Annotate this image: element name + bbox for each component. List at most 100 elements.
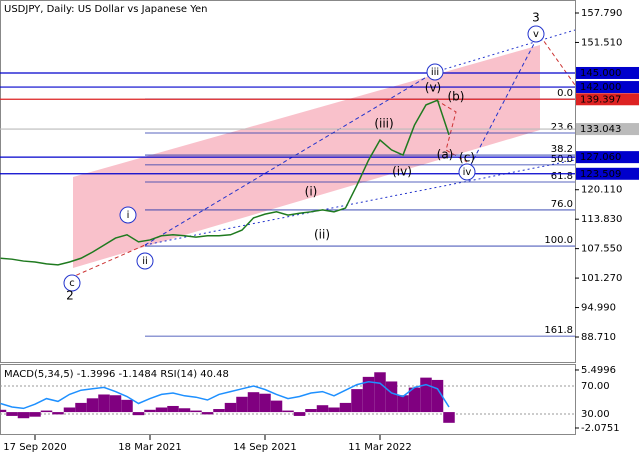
y-tick-label: -2.0751 xyxy=(581,423,620,434)
wave-label: (i) xyxy=(305,185,318,199)
y-tick-label: 107.550 xyxy=(581,244,622,255)
wave-circle xyxy=(136,252,154,270)
wave-line xyxy=(435,99,468,163)
macd-bar xyxy=(17,412,30,419)
y-tick-label: 113.830 xyxy=(581,214,622,225)
fib-label: 61.8 xyxy=(551,171,573,182)
macd-bar xyxy=(52,412,64,415)
wave-label: (iii) xyxy=(374,117,393,131)
wave-label: (b) xyxy=(448,90,465,104)
macd-bar xyxy=(236,396,248,413)
y-tick-label: 157.790 xyxy=(581,8,622,19)
macd-bar xyxy=(293,412,306,416)
y-tick-label: 101.270 xyxy=(581,273,622,284)
macd-bar xyxy=(167,405,179,413)
wave-label: (c) xyxy=(459,151,475,165)
y-tick-label: 88.710 xyxy=(581,332,616,343)
level-box xyxy=(576,66,639,79)
y-tick-label: 5.4996 xyxy=(581,365,616,376)
macd-bar xyxy=(0,409,7,413)
level-label: 142.000 xyxy=(580,82,621,93)
macd-bar xyxy=(431,379,444,413)
wave-label: (iv) xyxy=(392,165,412,179)
y2-tick-label: 30.00 xyxy=(581,409,610,420)
wave-circle xyxy=(119,206,137,224)
macd-bar xyxy=(121,399,133,413)
macd-bar xyxy=(282,410,294,413)
level-box xyxy=(576,81,639,94)
wave-line xyxy=(535,29,576,86)
fib-label: 76.0 xyxy=(551,199,573,210)
level-box xyxy=(576,167,639,180)
chart-title: USDJPY, Daily: US Dollar vs Japanese Yen xyxy=(4,4,208,15)
macd-bar xyxy=(109,395,122,413)
price-line xyxy=(0,99,450,266)
level-label: 133.043 xyxy=(580,124,621,135)
macd-bar xyxy=(75,402,87,413)
wave-line xyxy=(466,39,537,173)
macd-bar xyxy=(374,372,386,413)
level-label: 127.060 xyxy=(580,152,621,163)
level-label: 139.397 xyxy=(580,94,621,105)
y-tick-label: 120.110 xyxy=(581,185,622,196)
indicator-pane xyxy=(0,364,576,435)
macd-bar xyxy=(86,398,99,413)
wave-circle xyxy=(63,274,81,292)
macd-bar xyxy=(351,389,363,413)
wave-label: v xyxy=(533,29,539,40)
wave-label: (v) xyxy=(425,81,441,95)
macd-bar xyxy=(305,409,317,413)
wave-label: 3 xyxy=(532,11,540,25)
wave-label: c xyxy=(69,278,75,289)
macd-bar xyxy=(155,407,168,413)
macd-bar xyxy=(259,393,271,413)
x-tick-label: 18 Mar 2021 xyxy=(118,442,181,453)
level-label: 123.509 xyxy=(580,169,621,180)
wave-line xyxy=(144,71,436,246)
macd-bar xyxy=(385,381,398,413)
fib-label: 23.6 xyxy=(551,122,573,133)
fib-label: 100.0 xyxy=(544,235,573,246)
x-tick-label: 17 Sep 2020 xyxy=(3,442,66,453)
macd-bar xyxy=(40,410,53,413)
macd-bar xyxy=(362,376,375,413)
level-box xyxy=(576,123,639,136)
macd-bar xyxy=(190,410,202,413)
macd-bar xyxy=(328,407,340,413)
wave-circle xyxy=(458,163,476,181)
macd-bar xyxy=(201,412,214,415)
channel xyxy=(73,45,540,268)
macd-bar xyxy=(29,412,41,417)
indicator-title: MACD(5,34,5) -1.3996 -1.1484 RSI(14) 40.… xyxy=(4,369,229,380)
y2-tick-label: 70.00 xyxy=(581,381,610,392)
level-box xyxy=(576,151,639,164)
fib-label: 38.2 xyxy=(551,144,573,155)
macd-bar xyxy=(98,394,110,413)
fib-label: 50.0 xyxy=(551,154,573,165)
wave-label: 2 xyxy=(66,289,74,303)
wave-label: (a) xyxy=(437,148,454,162)
fib-label: 161.8 xyxy=(544,325,573,336)
macd-bar xyxy=(144,409,156,413)
wave-label: iii xyxy=(431,67,439,78)
macd-bar xyxy=(247,392,260,413)
macd-bar xyxy=(339,402,352,413)
macd-bar xyxy=(213,409,225,413)
macd-bar xyxy=(270,400,283,413)
level-label: 145.000 xyxy=(580,68,621,79)
macd-bar xyxy=(132,412,145,416)
level-box xyxy=(576,93,639,106)
main-pane xyxy=(0,0,576,363)
macd-bar xyxy=(178,408,191,413)
rsi-line xyxy=(0,381,450,410)
y-tick-label: 151.510 xyxy=(581,37,622,48)
macd-bar xyxy=(63,407,76,413)
macd-bar xyxy=(443,412,455,423)
macd-bar xyxy=(6,412,18,416)
x-tick-label: 11 Mar 2022 xyxy=(348,442,411,453)
wave-circle xyxy=(527,25,545,43)
wave-line xyxy=(434,29,576,73)
macd-bar xyxy=(408,387,421,413)
fib-label: 0.0 xyxy=(557,88,573,99)
